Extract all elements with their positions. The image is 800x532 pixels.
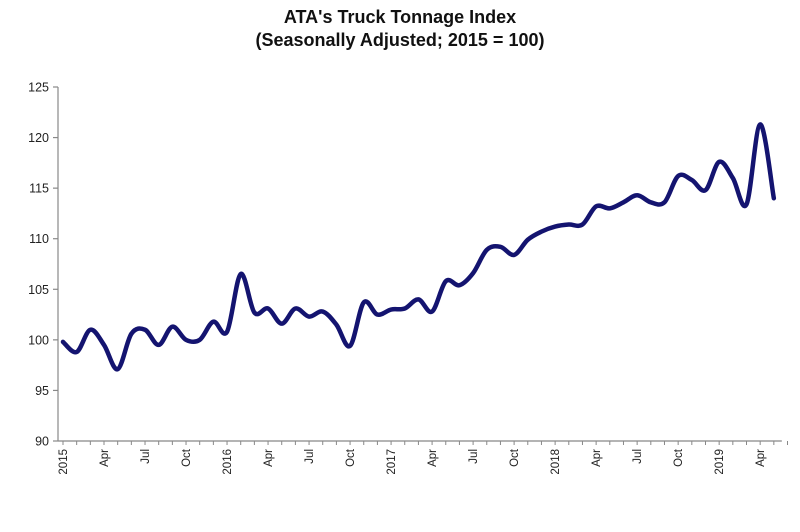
x-tick-label: Jul bbox=[632, 449, 644, 464]
x-tick-label: Apr bbox=[591, 449, 603, 467]
x-tick-label: Oct bbox=[673, 448, 685, 467]
chart-subtitle: (Seasonally Adjusted; 2015 = 100) bbox=[255, 30, 545, 50]
y-tick-label: 105 bbox=[28, 283, 49, 297]
x-tick-label: 2017 bbox=[386, 449, 398, 475]
x-tick-label: Jul bbox=[140, 449, 152, 464]
x-tick-label: Apr bbox=[427, 449, 439, 467]
y-axis: 90 95 100 105 110 115 120 125 bbox=[28, 81, 59, 449]
x-tick-label: 2018 bbox=[550, 449, 562, 475]
y-tick-label: 115 bbox=[29, 182, 49, 196]
y-tick-label: 100 bbox=[28, 333, 49, 347]
y-tick-label: 90 bbox=[35, 435, 49, 449]
x-tick-label: 2016 bbox=[222, 449, 234, 475]
x-tick-label: Jul bbox=[468, 449, 480, 464]
chart-title-main: ATA's Truck Tonnage Index bbox=[283, 7, 517, 27]
x-tick-label: Oct bbox=[509, 448, 521, 467]
x-tick-label: Oct bbox=[345, 448, 357, 467]
x-tick-label: 2015 bbox=[58, 449, 70, 475]
x-tick-label: Jul bbox=[304, 449, 316, 464]
chart-title: ATA's Truck Tonnage Index (Seasonally Ad… bbox=[0, 6, 800, 52]
y-tick-label: 110 bbox=[29, 232, 49, 246]
y-tick-label: 120 bbox=[28, 131, 49, 145]
x-tick-label: Oct bbox=[181, 448, 193, 467]
y-tick-label: 95 bbox=[35, 384, 49, 398]
x-tick-label: 2019 bbox=[714, 449, 726, 475]
tonnage-index-line bbox=[60, 122, 777, 372]
x-tick-label: Apr bbox=[263, 449, 275, 467]
x-tick-label: Apr bbox=[755, 449, 767, 467]
y-tick-label: 125 bbox=[28, 81, 49, 95]
x-axis: 2015 Apr Jul Oct 2016 Apr Jul Oct 2017 Apr Jul Oct 2… bbox=[58, 440, 789, 475]
x-tick-label: Apr bbox=[99, 449, 111, 467]
